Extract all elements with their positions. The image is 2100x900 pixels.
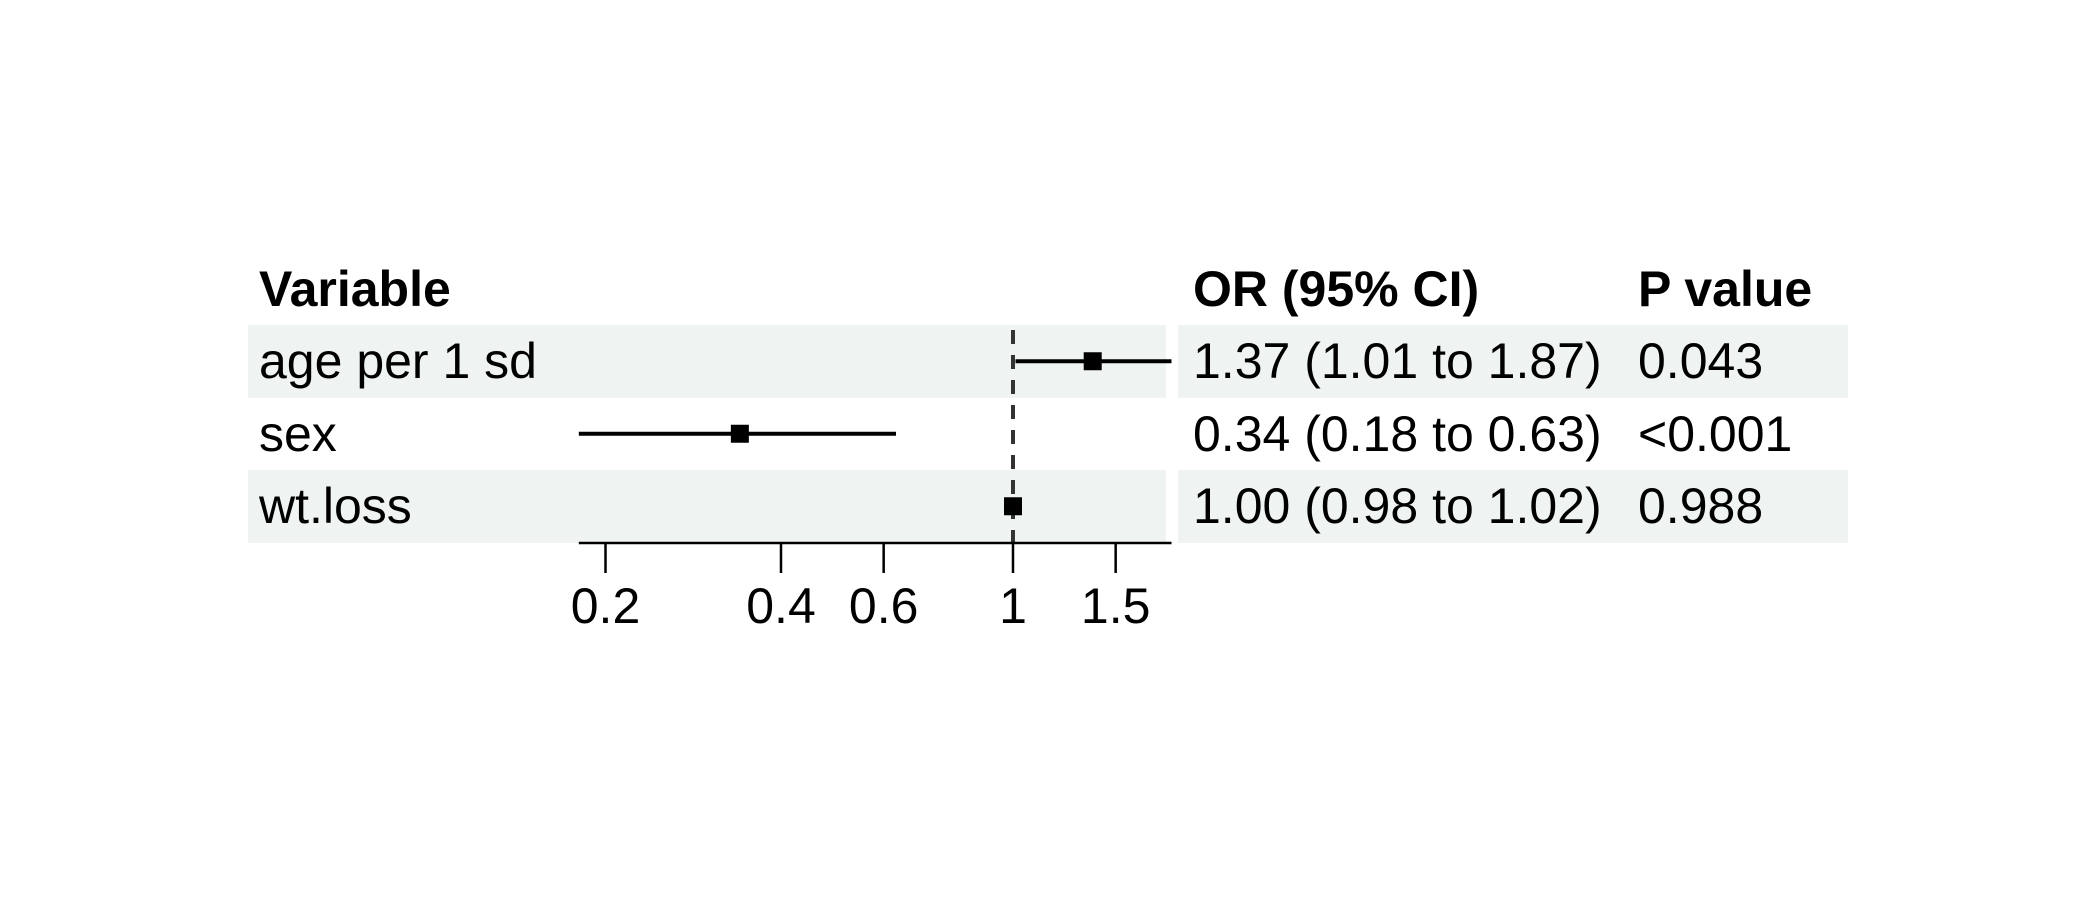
row-or-ci: 0.34 (0.18 to 0.63) [1193, 405, 1602, 462]
row-label: sex [259, 405, 337, 462]
x-tick-label: 1 [999, 578, 1027, 634]
row-or-ci: 1.37 (1.01 to 1.87) [1193, 333, 1602, 390]
column-header-variable: Variable [259, 260, 451, 317]
column-header-p-value: P value [1638, 260, 1813, 317]
row-p-value: 0.043 [1638, 333, 1764, 390]
row-label: wt.loss [259, 478, 412, 535]
table-header-row: Variable OR (95% CI) P value [0, 253, 2100, 326]
column-header-or-ci: OR (95% CI) [1193, 260, 1480, 317]
row-or-ci: 1.00 (0.98 to 1.02) [1193, 478, 1602, 535]
table-row: wt.loss 1.00 (0.98 to 1.02) 0.988 [0, 470, 2100, 543]
x-tick-label: 0.4 [746, 578, 816, 634]
row-label: age per 1 sd [259, 333, 537, 390]
x-tick-label: 0.2 [570, 578, 641, 634]
table-row: sex 0.34 (0.18 to 0.63) <0.001 [0, 398, 2100, 471]
x-tick-label: 1.5 [1080, 578, 1151, 634]
row-band [1178, 470, 1848, 543]
x-tick-label: 0.6 [848, 578, 919, 634]
table-row: age per 1 sd 1.37 (1.01 to 1.87) 0.043 [0, 325, 2100, 398]
row-p-value: 0.988 [1638, 478, 1764, 535]
row-band [1178, 325, 1848, 398]
row-p-value: <0.001 [1638, 405, 1793, 462]
